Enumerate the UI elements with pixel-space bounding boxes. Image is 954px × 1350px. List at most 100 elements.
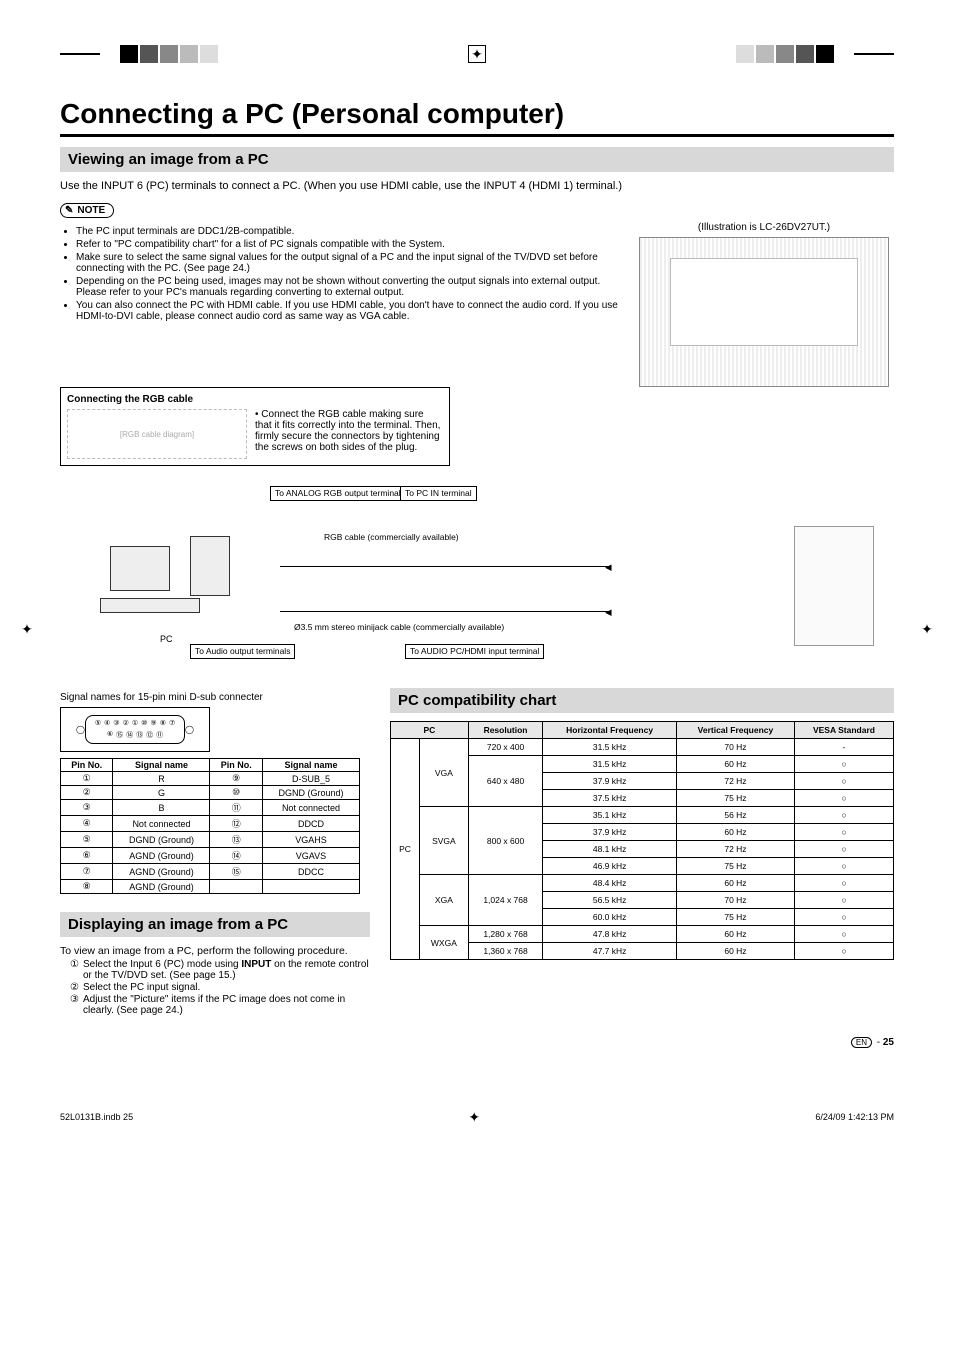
note-item: Depending on the PC being used, images m…: [76, 276, 620, 298]
note-item: Refer to "PC compatibility chart" for a …: [76, 239, 620, 250]
pin-cell: ①: [61, 772, 113, 786]
pin-header: Pin No.: [61, 759, 113, 772]
pin-cell: ⑨: [210, 772, 262, 786]
compat-cell: 1,360 x 768: [468, 943, 543, 960]
compat-cell: 60 Hz: [676, 756, 794, 773]
pin-cell: ⑦: [61, 864, 113, 880]
step-line: ①Select the Input 6 (PC) mode using INPU…: [70, 959, 370, 981]
compat-header-vesa: VESA Standard: [794, 722, 893, 739]
page-title: Connecting a PC (Personal computer): [60, 98, 894, 137]
compat-cell: ○: [794, 790, 893, 807]
step-line: ③Adjust the "Picture" items if the PC im…: [70, 994, 370, 1016]
pin-cell: ⑭: [210, 848, 262, 864]
compat-cell: 37.5 kHz: [543, 790, 677, 807]
compat-cell: 60 Hz: [676, 824, 794, 841]
footer: 52L0131B.indb 25 ✦ 6/24/09 1:42:13 PM: [60, 1108, 894, 1126]
page-number: EN - 25: [60, 1037, 894, 1048]
notes-list: The PC input terminals are DDC1/2B-compa…: [76, 226, 620, 322]
pin-cell: B: [113, 800, 210, 816]
pin-cell: VGAHS: [262, 832, 359, 848]
compat-cell: ○: [794, 926, 893, 943]
compat-cell: 56.5 kHz: [543, 892, 677, 909]
compat-cell: 1,024 x 768: [468, 875, 543, 926]
compat-cell: 56 Hz: [676, 807, 794, 824]
compat-cell: -: [794, 739, 893, 756]
rgb-connector-illustration: [RGB cable diagram]: [67, 409, 247, 459]
registration-marks-top: ✦: [60, 40, 894, 68]
rgb-cable-box: Connecting the RGB cable [RGB cable diag…: [60, 387, 450, 466]
compat-cell: ○: [794, 943, 893, 960]
pin-cell: ⑩: [210, 786, 262, 800]
pin-cell: VGAVS: [262, 848, 359, 864]
compat-cell: 75 Hz: [676, 790, 794, 807]
compat-cell: 60.0 kHz: [543, 909, 677, 926]
compat-cell: ○: [794, 858, 893, 875]
compat-cell: 70 Hz: [676, 739, 794, 756]
intro-text: Use the INPUT 6 (PC) terminals to connec…: [60, 180, 894, 192]
compat-header-pc: PC: [391, 722, 469, 739]
pin-header: Signal name: [113, 759, 210, 772]
section-heading-displaying: Displaying an image from a PC: [60, 912, 370, 937]
compat-cell: 48.1 kHz: [543, 841, 677, 858]
compat-cell: 47.8 kHz: [543, 926, 677, 943]
compat-cell: ○: [794, 807, 893, 824]
compat-cell: 31.5 kHz: [543, 756, 677, 773]
pin-cell: AGND (Ground): [113, 864, 210, 880]
label-audio-pc: To AUDIO PC/HDMI input terminal: [405, 644, 544, 659]
compat-cell: 72 Hz: [676, 773, 794, 790]
compat-cell: 60 Hz: [676, 875, 794, 892]
compat-cell: 48.4 kHz: [543, 875, 677, 892]
rgb-box-body: Connect the RGB cable making sure that i…: [255, 409, 440, 453]
compat-cell: 37.9 kHz: [543, 773, 677, 790]
label-audio-out: To Audio output terminals: [190, 644, 295, 659]
pin-table: Pin No. Signal name Pin No. Signal name …: [60, 758, 360, 894]
compat-cell: 60 Hz: [676, 943, 794, 960]
compat-cell: 31.5 kHz: [543, 739, 677, 756]
compat-cell: ○: [794, 773, 893, 790]
compat-cell: 47.7 kHz: [543, 943, 677, 960]
note-item: Make sure to select the same signal valu…: [76, 252, 620, 274]
compat-cell: ○: [794, 875, 893, 892]
pin-cell: AGND (Ground): [113, 880, 210, 894]
illustration-caption: (Illustration is LC-26DV27UT.): [634, 222, 894, 233]
pin-cell: DDCC: [262, 864, 359, 880]
compat-cell: ○: [794, 892, 893, 909]
compat-header-res: Resolution: [468, 722, 543, 739]
pin-cell: DGND (Ground): [113, 832, 210, 848]
compat-cell: 72 Hz: [676, 841, 794, 858]
connection-diagram: PC To ANALOG RGB output terminal To PC I…: [60, 476, 894, 666]
pin-cell: AGND (Ground): [113, 848, 210, 864]
step-text: Select the PC input signal.: [83, 982, 200, 993]
compat-cell: XGA: [420, 875, 469, 926]
compat-cell: SVGA: [420, 807, 469, 875]
pin-cell: ②: [61, 786, 113, 800]
compat-cell: 75 Hz: [676, 909, 794, 926]
pin-cell: [210, 880, 262, 894]
pin-cell: G: [113, 786, 210, 800]
note-item: The PC input terminals are DDC1/2B-compa…: [76, 226, 620, 237]
compat-cell: ○: [794, 841, 893, 858]
pc-label: PC: [160, 634, 173, 644]
label-pc-in: To PC IN terminal: [400, 486, 477, 501]
label-analog-rgb: To ANALOG RGB output terminal: [270, 486, 406, 501]
label-rgb-cable: RGB cable (commercially available): [320, 531, 463, 544]
step-text: Select the Input 6 (PC) mode using INPUT…: [83, 959, 370, 981]
compat-cell: 640 x 480: [468, 756, 543, 807]
rgb-box-title: Connecting the RGB cable: [67, 394, 443, 405]
pin-cell: ⑥: [61, 848, 113, 864]
compat-cell: VGA: [420, 739, 469, 807]
step-text: Adjust the "Picture" items if the PC ima…: [83, 994, 370, 1016]
step-line: ②Select the PC input signal.: [70, 982, 370, 993]
note-badge: ✎ NOTE: [60, 203, 114, 218]
compat-cell: 720 x 400: [468, 739, 543, 756]
pin-cell: Not connected: [113, 816, 210, 832]
pin-cell: [262, 880, 359, 894]
compat-cell: WXGA: [420, 926, 469, 960]
pin-cell: Not connected: [262, 800, 359, 816]
compat-cell: 37.9 kHz: [543, 824, 677, 841]
pin-cell: DDCD: [262, 816, 359, 832]
compat-cell: PC: [391, 739, 420, 960]
lang-badge: EN: [851, 1037, 872, 1048]
compat-header-vfreq: Vertical Frequency: [676, 722, 794, 739]
side-crosshair-right: ✦: [918, 620, 936, 638]
